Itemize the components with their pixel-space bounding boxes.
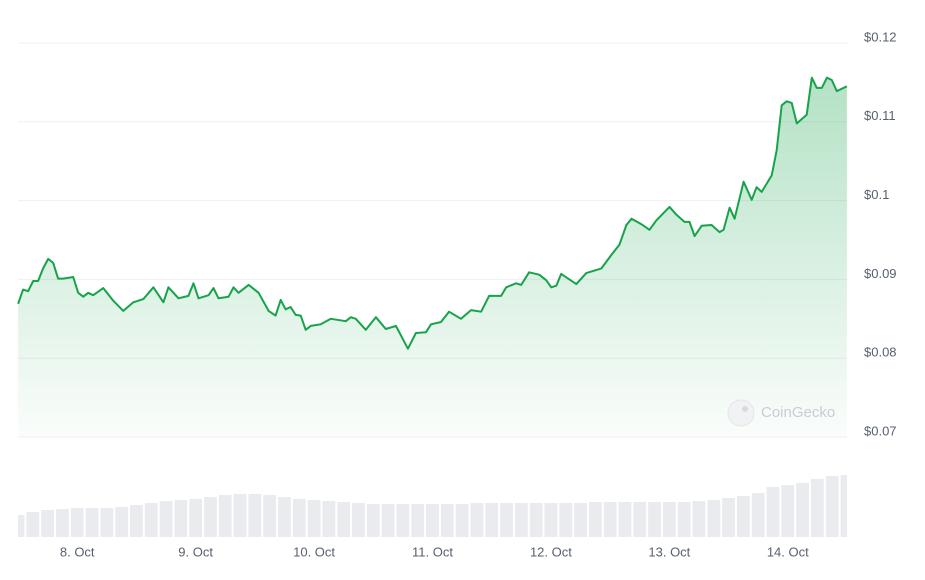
volume-bar: [189, 499, 203, 537]
watermark-text: CoinGecko: [761, 404, 835, 421]
volume-bar: [662, 502, 676, 537]
volume-bar: [751, 493, 765, 537]
watermark-logo-eye: [742, 406, 748, 412]
volume-bar: [810, 479, 824, 537]
volume-bar: [174, 500, 188, 537]
volume-bar: [18, 515, 25, 537]
volume-bar: [159, 501, 173, 537]
y-tick-label: $0.11: [864, 108, 896, 123]
volume-bar: [766, 487, 780, 537]
y-tick-label: $0.08: [864, 345, 897, 360]
volume-bar: [381, 504, 395, 537]
volume-bar: [677, 502, 691, 537]
volume-bar: [130, 505, 143, 537]
volume-bar: [396, 504, 410, 537]
x-tick-label: 10. Oct: [293, 544, 335, 559]
x-tick-label: 12. Oct: [530, 544, 572, 559]
volume-bars: [18, 475, 847, 537]
price-area: [18, 77, 847, 437]
volume-bar: [292, 499, 306, 537]
volume-bar: [500, 503, 513, 537]
volume-bar: [70, 508, 84, 537]
y-tick-label: $0.07: [864, 423, 897, 438]
watermark: CoinGecko: [727, 399, 835, 427]
volume-bar: [544, 503, 558, 537]
volume-bar: [115, 507, 129, 537]
volume-bar: [618, 502, 632, 537]
x-tick-label: 11. Oct: [412, 544, 453, 559]
volume-bar: [781, 485, 795, 537]
volume-bar: [470, 503, 484, 537]
volume-bar: [278, 497, 291, 537]
watermark-logo: [727, 399, 755, 427]
volume-bar: [603, 502, 617, 537]
axes: $0.07 $0.08 $0.09 $0.1 $0.11 $0.12 8. Oct 9. Oc…: [60, 29, 897, 559]
volume-bar: [736, 496, 750, 537]
y-tick-label: $0.12: [864, 29, 897, 44]
x-tick-label: 13. Oct: [648, 544, 690, 559]
volume-bar: [218, 495, 232, 537]
volume-bar: [411, 504, 425, 537]
y-tick-label: $0.09: [864, 266, 897, 281]
volume-bar: [41, 510, 55, 537]
volume-bar: [796, 483, 809, 537]
volume-bar: [337, 502, 351, 537]
volume-bar: [233, 494, 247, 537]
y-tick-label: $0.1: [864, 187, 889, 202]
volume-bar: [85, 508, 99, 537]
volume-bar: [588, 502, 602, 537]
volume-bar: [322, 501, 336, 537]
volume-bar: [263, 495, 277, 537]
volume-bar: [514, 503, 528, 537]
volume-bar: [307, 500, 321, 537]
volume-bar: [56, 509, 69, 537]
volume-bar: [100, 508, 114, 537]
volume-bar: [26, 512, 40, 537]
x-tick-label: 8. Oct: [60, 544, 95, 559]
volume-bar: [825, 476, 839, 537]
volume-bar: [455, 504, 469, 537]
volume-bar: [485, 503, 499, 537]
volume-bar: [366, 504, 380, 537]
x-tick-label: 14. Oct: [767, 544, 809, 559]
plot: [17, 76, 848, 437]
volume-bar: [248, 494, 262, 537]
volume-bar: [204, 497, 217, 537]
volume-bar: [144, 503, 158, 537]
volume-bar: [633, 502, 647, 537]
volume-bar: [352, 503, 365, 537]
volume-bar: [559, 503, 573, 537]
x-tick-label: 9. Oct: [178, 544, 213, 559]
volume-bar: [574, 503, 587, 537]
volume-bar: [722, 498, 735, 537]
volume-bar: [692, 501, 706, 537]
volume-bar: [840, 475, 847, 537]
volume-bar: [707, 500, 721, 537]
volume-bar: [440, 504, 454, 537]
price-line: [17, 76, 848, 350]
volume-bar: [648, 502, 661, 537]
volume-bar: [426, 504, 439, 537]
volume-bar: [529, 503, 543, 537]
